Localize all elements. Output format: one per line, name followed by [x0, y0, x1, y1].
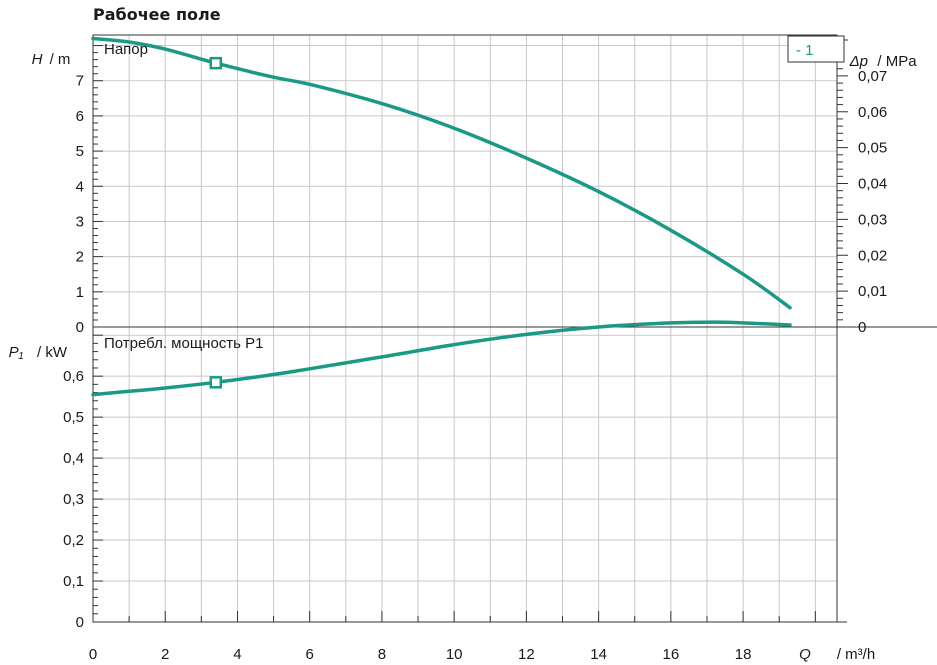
curves: [91, 36, 792, 397]
head-tick-label: 3: [76, 213, 84, 230]
flow-tick-label: 6: [306, 646, 314, 663]
flow-tick-label: 2: [161, 646, 169, 663]
power-tick-label: 0,5: [63, 409, 84, 426]
flow-tick-label: 0: [89, 646, 97, 663]
flow-axis-unit: / m³/h: [837, 646, 875, 663]
pressure-axis-symbol: Δp: [849, 53, 868, 70]
pressure-tick-label: 0,07: [858, 68, 887, 85]
head-tick-label: 0: [76, 319, 84, 336]
legend-box: [787, 35, 845, 63]
power-tick-label: 0,2: [63, 532, 84, 549]
grid: [93, 35, 837, 622]
head-panel-label: Напор: [104, 41, 148, 58]
power-duty-point-marker: [209, 376, 223, 389]
flow-tick-label: 14: [590, 646, 607, 663]
plot-frame: [92, 34, 838, 623]
page-title: Рабочее поле: [93, 5, 221, 24]
pressure-axis-unit: / MPa: [877, 53, 917, 70]
power-panel-label: Потребл. мощность P1: [104, 335, 264, 352]
power-tick-label: 0,4: [63, 450, 84, 467]
ticks: 0123456700,010,020,030,040,050,060,0700,…: [63, 38, 887, 663]
power-tick-label: 0,1: [63, 573, 84, 590]
power-tick-label: 0,6: [63, 368, 84, 385]
head-tick-label: 7: [76, 73, 84, 90]
power-axis-unit: / kW: [37, 344, 68, 361]
head-tick-label: 1: [76, 284, 84, 301]
head-curve: [91, 36, 792, 310]
pressure-tick-label: 0,06: [858, 104, 887, 121]
head-tick-label: 6: [76, 108, 84, 125]
legend-entry: - 1: [796, 42, 814, 59]
flow-tick-label: 10: [446, 646, 463, 663]
flow-tick-label: 18: [735, 646, 752, 663]
head-duty-point-marker: [209, 56, 223, 70]
power-axis-symbol: P₁: [9, 344, 24, 361]
head-axis-symbol: H: [32, 51, 43, 68]
chart-frame: [92, 34, 937, 623]
flow-axis-symbol: Q: [799, 646, 811, 663]
pressure-tick-label: 0,03: [858, 211, 887, 228]
pressure-tick-label: 0,05: [858, 140, 887, 157]
pressure-tick-label: 0: [858, 319, 866, 336]
pressure-tick-label: 0,02: [858, 247, 887, 264]
flow-tick-label: 12: [518, 646, 535, 663]
flow-tick-label: 8: [378, 646, 386, 663]
pressure-tick-label: 0,01: [858, 283, 887, 300]
flow-tick-label: 16: [663, 646, 680, 663]
flow-tick-label: 4: [233, 646, 241, 663]
head-tick-label: 5: [76, 143, 84, 160]
pressure-tick-label: 0,04: [858, 176, 887, 193]
power-tick-label: 0,3: [63, 491, 84, 508]
head-tick-label: 2: [76, 249, 84, 266]
power-tick-label: 0: [76, 614, 84, 631]
power-curve: [91, 320, 792, 397]
head-axis-unit: / m: [50, 51, 71, 68]
head-tick-label: 4: [76, 178, 84, 195]
